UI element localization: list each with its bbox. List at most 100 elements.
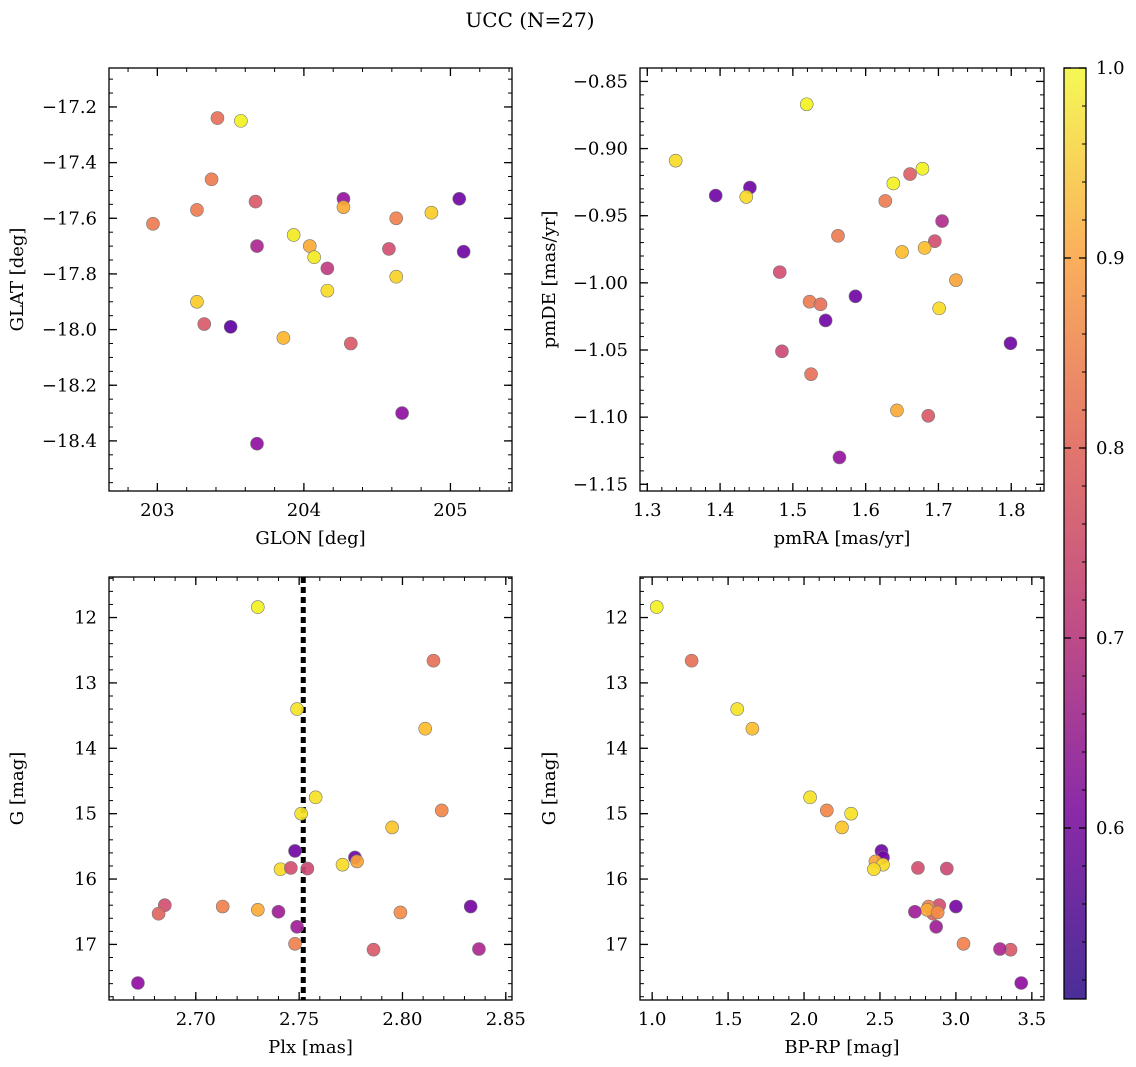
data-point bbox=[385, 820, 399, 835]
data-point bbox=[234, 114, 248, 128]
data-point bbox=[939, 861, 954, 876]
x-tick-label: 2.85 bbox=[486, 1009, 526, 1030]
data-point bbox=[708, 188, 723, 203]
colorbar-tick-label: 0.8 bbox=[1096, 438, 1125, 459]
data-point bbox=[426, 653, 441, 668]
data-point bbox=[932, 301, 946, 316]
data-point bbox=[463, 899, 478, 914]
x-tick-label: 1.8 bbox=[997, 500, 1026, 521]
y-tick-label: 15 bbox=[605, 804, 628, 825]
y-tick-label: 14 bbox=[74, 738, 97, 759]
data-point bbox=[835, 820, 849, 835]
x-tick-label: 2.0 bbox=[790, 1009, 819, 1030]
data-point bbox=[928, 234, 942, 249]
data-point bbox=[350, 854, 364, 869]
y-tick-label: −1.00 bbox=[573, 273, 628, 294]
data-point bbox=[867, 862, 881, 877]
data-point bbox=[730, 702, 745, 716]
y-tick-label: −18.2 bbox=[42, 375, 97, 396]
x-axis-label: Plx [mas] bbox=[268, 1037, 353, 1058]
y-tick-label: 14 bbox=[605, 738, 628, 759]
minor-ticks bbox=[640, 577, 1044, 1000]
data-point bbox=[131, 976, 145, 990]
colorbar-tick-label: 1.0 bbox=[1096, 58, 1125, 79]
y-tick-label: −17.8 bbox=[42, 264, 97, 285]
data-point bbox=[223, 320, 238, 334]
y-tick-label: 17 bbox=[74, 934, 97, 955]
data-point bbox=[190, 294, 204, 309]
data-point bbox=[921, 408, 936, 423]
data-point bbox=[288, 936, 302, 951]
x-axis-label: pmRA [mas/yr] bbox=[774, 528, 911, 549]
x-tick-label: 204 bbox=[287, 500, 321, 521]
y-tick-label: −17.4 bbox=[42, 153, 97, 174]
panel-pmra-pmde: 1.3 1.4 1.5 1.6 1.7 1.8 −0.85 −0.90 −0.95 −1.00 −1… bbox=[539, 67, 1045, 549]
data-point bbox=[308, 790, 323, 805]
data-point bbox=[739, 190, 754, 204]
data-point bbox=[366, 942, 381, 957]
data-point bbox=[248, 194, 263, 209]
data-point bbox=[804, 367, 818, 381]
y-tick-label: −1.10 bbox=[573, 407, 628, 428]
x-axis-label: GLON [deg] bbox=[255, 528, 365, 549]
data-point bbox=[320, 283, 335, 298]
data-point bbox=[903, 167, 917, 181]
data-point bbox=[343, 336, 358, 351]
y-tick-label: −1.05 bbox=[573, 340, 628, 361]
data-point bbox=[772, 265, 787, 279]
data-point bbox=[956, 936, 971, 951]
data-point bbox=[831, 229, 845, 243]
panel-bprp-g: 1.0 1.5 2.0 2.5 3.0 3.5 12 13 14 15 16 17 BP-RP [mag… bbox=[539, 576, 1047, 1058]
data-point bbox=[456, 244, 471, 259]
scatter-points bbox=[131, 600, 486, 990]
data-point bbox=[878, 194, 893, 208]
data-point bbox=[393, 905, 408, 920]
axes-frame bbox=[108, 67, 513, 492]
data-point bbox=[336, 200, 351, 214]
axes-frame bbox=[639, 67, 1045, 492]
data-point bbox=[424, 205, 439, 220]
x-tick-label: 1.0 bbox=[638, 1009, 667, 1030]
data-point bbox=[813, 297, 828, 312]
data-point bbox=[290, 702, 304, 716]
data-point bbox=[745, 721, 760, 736]
x-tick-label: 1.3 bbox=[633, 500, 662, 521]
data-point bbox=[820, 803, 834, 818]
data-point bbox=[300, 861, 315, 876]
minor-ticks bbox=[109, 68, 512, 491]
data-point bbox=[1003, 336, 1018, 351]
data-point bbox=[197, 317, 212, 331]
data-point bbox=[382, 242, 396, 256]
y-tick-label: 12 bbox=[605, 608, 628, 629]
x-tick-label: 1.7 bbox=[924, 500, 953, 521]
y-tick-label: −18.4 bbox=[42, 431, 97, 452]
data-point bbox=[993, 942, 1007, 956]
data-point bbox=[146, 217, 160, 231]
y-tick-label: 13 bbox=[74, 673, 97, 694]
y-tick-label: 15 bbox=[74, 804, 97, 825]
data-point bbox=[935, 214, 949, 228]
data-point bbox=[290, 919, 304, 934]
colorbar-tick-label: 0.9 bbox=[1096, 248, 1125, 269]
x-tick-label: 2.5 bbox=[866, 1009, 895, 1030]
x-tick-label: 3.5 bbox=[1018, 1009, 1047, 1030]
data-point bbox=[284, 861, 298, 875]
y-tick-label: 16 bbox=[605, 869, 628, 890]
data-point bbox=[250, 239, 264, 253]
y-tick-label: 13 bbox=[605, 673, 628, 694]
figure-title: UCC (N=27) bbox=[465, 8, 594, 32]
scatter-points bbox=[146, 111, 471, 451]
axes-frame bbox=[108, 576, 513, 1001]
data-point bbox=[929, 919, 943, 934]
data-point bbox=[250, 436, 264, 451]
data-point bbox=[215, 899, 230, 914]
colorbar-tick-label: 0.6 bbox=[1096, 818, 1125, 839]
panel-plx-g: 2.70 2.75 2.80 2.85 12 13 14 15 16 17 Plx [mas] G [… bbox=[7, 576, 526, 1058]
data-point bbox=[915, 161, 930, 176]
x-tick-label: 2.75 bbox=[279, 1009, 319, 1030]
y-axis-label: pmDE [mas/yr] bbox=[539, 211, 560, 349]
data-point bbox=[276, 331, 291, 345]
x-tick-label: 1.4 bbox=[706, 500, 735, 521]
y-axis-label: G [mag] bbox=[539, 752, 560, 825]
data-point bbox=[288, 844, 302, 858]
